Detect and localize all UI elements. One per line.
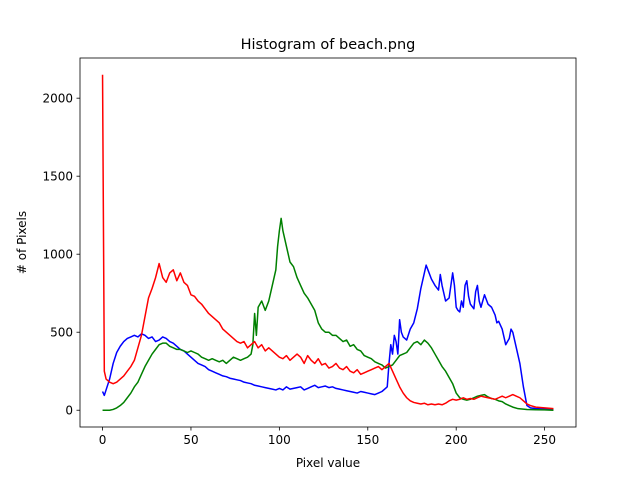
y-tick-label: 500	[50, 326, 73, 340]
y-tick-label: 1500	[42, 169, 73, 183]
plot-frame	[79, 57, 577, 428]
x-tick-label: 0	[99, 433, 107, 447]
y-tick-label: 0	[65, 404, 73, 418]
x-tick-label: 200	[445, 433, 468, 447]
x-tick-label: 100	[268, 433, 291, 447]
x-axis-label: Pixel value	[296, 456, 360, 470]
y-tick-label: 2000	[42, 91, 73, 105]
x-axis-ticks: 0 50 100 150 200 250	[99, 427, 556, 447]
y-tick-label: 1000	[42, 248, 73, 262]
series-line-3	[101, 74, 554, 410]
x-tick-label: 150	[356, 433, 379, 447]
chart-title: Histogram of beach.png	[241, 37, 416, 53]
x-tick-label: 250	[533, 433, 556, 447]
series-line-2	[102, 217, 554, 411]
x-tick-label: 50	[183, 433, 198, 447]
y-axis-label: # of Pixels	[15, 211, 29, 274]
y-axis-ticks: 0 500 1000 1500 2000	[42, 91, 80, 418]
series-layer	[101, 74, 554, 411]
